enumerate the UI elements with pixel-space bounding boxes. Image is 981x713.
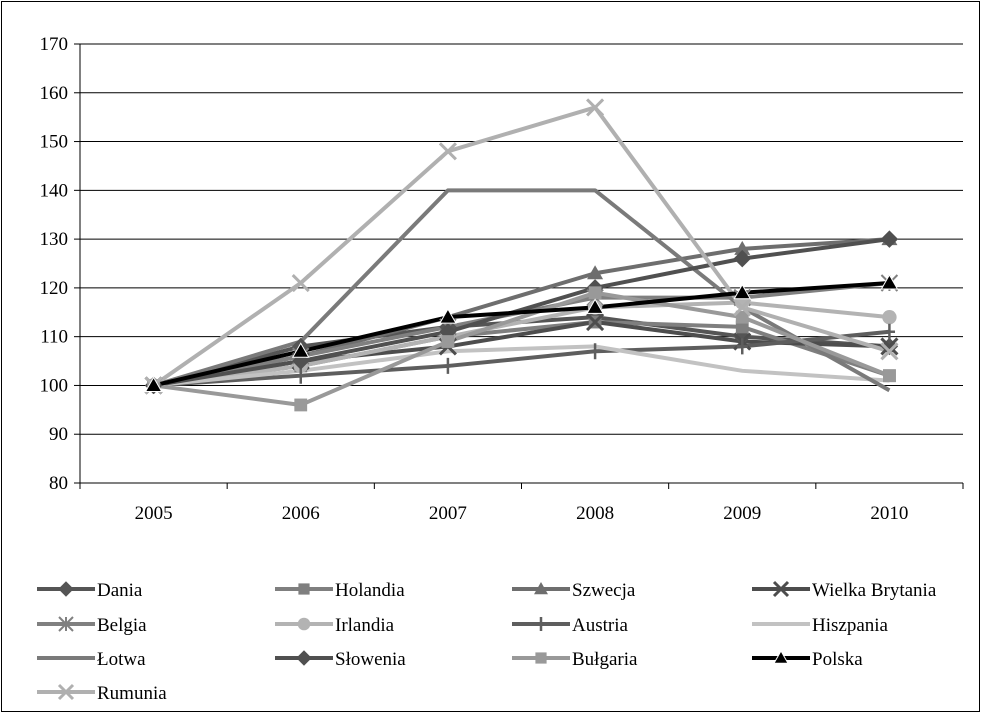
y-tick-label-170: 170 [40, 34, 69, 55]
point-irlandia-2010 [882, 309, 897, 325]
legend-marker-polska [773, 649, 789, 664]
x-tick-label-2008: 2008 [576, 503, 614, 524]
y-tick-label-90: 90 [49, 424, 68, 445]
x-tick-label-2010: 2010 [870, 503, 908, 524]
series-line-s-owenia [153, 237, 890, 388]
legend-marker-wielka-brytania [772, 580, 790, 598]
legend-label-wielka-brytania: Wielka Brytania [812, 580, 937, 601]
point-austria-2009 [736, 338, 748, 355]
y-tick-label-150: 150 [40, 132, 69, 153]
legend-marker-bu-garia [535, 652, 547, 664]
x-tick-label-2007: 2007 [429, 503, 467, 524]
point-polska-2005 [144, 376, 163, 392]
legend-label-polska: Polska [812, 649, 863, 670]
point-bu-garia-2009 [735, 310, 749, 324]
point-s-owenia-2009 [733, 249, 751, 268]
x-tick-label-2005: 2005 [135, 503, 173, 524]
point-szwecja-2008 [587, 265, 604, 280]
point-polska-2009 [733, 283, 752, 300]
x-tick-label-2006: 2006 [282, 503, 320, 524]
legend-marker-belgia [58, 616, 74, 632]
y-tick-label-160: 160 [40, 83, 69, 104]
point-wielka-brytania-2008 [586, 312, 605, 332]
point-rumunia-2006 [291, 273, 310, 293]
point-bu-garia-2008 [588, 286, 602, 300]
legend-label-belgia: Belgia [97, 615, 147, 636]
series-line-rumunia [152, 105, 890, 388]
point-rumunia-2008 [586, 98, 605, 117]
point-polska-2007 [439, 308, 457, 324]
series-line-otwa [153, 188, 891, 393]
series-line-bu-garia [153, 290, 891, 407]
legend-label-otwa: Łotwa [97, 649, 146, 670]
legend-marker-s-owenia [296, 650, 312, 666]
point-bu-garia-2010 [883, 369, 896, 383]
legend-marker-rumunia [57, 683, 75, 701]
y-tick-label-120: 120 [40, 278, 69, 299]
point-polska-2006 [291, 342, 310, 358]
point-austria-2007 [442, 357, 454, 374]
legend-marker-irlandia [297, 617, 311, 631]
y-tick-label-110: 110 [40, 327, 68, 348]
point-austria-2008 [589, 343, 601, 360]
point-austria-2006 [295, 367, 307, 384]
point-s-owenia-2010 [880, 230, 899, 248]
x-tick-label-2009: 2009 [723, 503, 761, 524]
legend-label-holandia: Holandia [335, 580, 405, 601]
legend-label-hiszpania: Hiszpania [812, 615, 889, 636]
legend-label-szwecja: Szwecja [572, 580, 636, 601]
point-polska-2010 [880, 274, 899, 290]
point-bu-garia-2006 [294, 398, 308, 412]
point-polska-2008 [586, 298, 604, 314]
point-rumunia-2010 [880, 342, 899, 361]
legend-label-dania: Dania [97, 580, 143, 601]
y-tick-label-130: 130 [40, 229, 69, 250]
point-szwecja-2009 [734, 240, 751, 255]
y-tick-label-100: 100 [40, 375, 69, 396]
legend-label-rumunia: Rumunia [97, 683, 167, 704]
point-wielka-brytania-2010 [880, 337, 899, 356]
legend-marker-austria [536, 617, 546, 631]
legend-marker-szwecja [534, 582, 548, 595]
point-bu-garia-2007 [441, 335, 455, 348]
y-tick-label-80: 80 [49, 473, 68, 494]
series-line-hiszpania [153, 344, 890, 388]
point-rumunia-2007 [438, 142, 457, 161]
legend-label-austria: Austria [572, 615, 629, 636]
point-holandia-2009 [735, 320, 749, 334]
series-line-austria [153, 329, 890, 388]
legend-label-s-owenia: Słowenia [335, 649, 406, 670]
series-line-irlandia [153, 300, 890, 388]
legend-label-irlandia: Irlandia [335, 615, 395, 636]
series-line-polska [153, 281, 890, 388]
legend-marker-holandia [298, 583, 310, 595]
point-rumunia-2009 [733, 298, 752, 317]
point-austria-2010 [883, 323, 896, 340]
legend-label-bu-garia: Bułgaria [572, 649, 638, 670]
y-tick-label-140: 140 [40, 180, 69, 201]
legend-marker-dania [58, 581, 74, 597]
